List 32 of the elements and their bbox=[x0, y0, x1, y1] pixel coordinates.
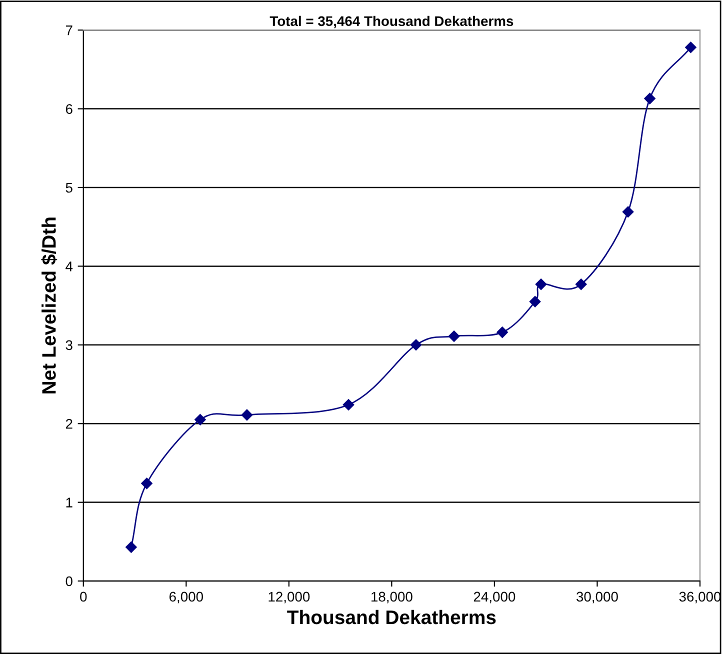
y-tick-label: 6 bbox=[66, 104, 72, 114]
point bbox=[194, 414, 206, 426]
point bbox=[576, 278, 587, 290]
point bbox=[126, 542, 137, 553]
y-tick-label: 7 bbox=[66, 26, 72, 36]
x-tick-label: 6,000 bbox=[169, 592, 203, 604]
point bbox=[622, 206, 634, 218]
point bbox=[529, 296, 541, 308]
y-tick-label: 1 bbox=[66, 498, 72, 508]
x-axis-title: Thousand Dekatherms bbox=[287, 610, 496, 624]
point bbox=[448, 330, 460, 342]
y-tick-label: 0 bbox=[66, 576, 72, 586]
x-tick-label: 0 bbox=[80, 592, 87, 602]
point bbox=[241, 409, 253, 421]
x-tick-label: 18,000 bbox=[372, 592, 412, 604]
x-tick-label: 12,000 bbox=[268, 592, 310, 604]
x-tick-label: 36,000 bbox=[679, 592, 721, 604]
y-tick-label: 2 bbox=[66, 418, 72, 429]
point bbox=[535, 278, 547, 290]
point bbox=[342, 399, 354, 410]
x-tick-label: 24,000 bbox=[474, 592, 516, 604]
y-tick-label: 4 bbox=[66, 262, 73, 272]
point bbox=[644, 92, 656, 104]
point bbox=[685, 42, 696, 54]
x-tick-label: 30,000 bbox=[576, 592, 618, 604]
point bbox=[410, 339, 422, 351]
chart-title: Total = 35,464 Thousand Dekatherms bbox=[270, 16, 514, 28]
point bbox=[141, 478, 152, 490]
y-axis-title: Net Levelized $/Dth bbox=[41, 218, 58, 394]
y-tick-label: 5 bbox=[66, 182, 72, 193]
point bbox=[496, 326, 508, 338]
y-tick-label: 3 bbox=[66, 340, 72, 350]
